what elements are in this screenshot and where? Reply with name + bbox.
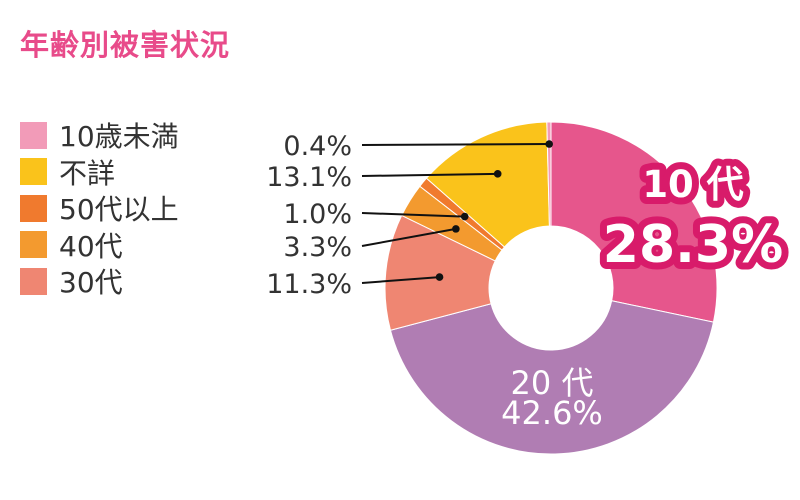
- legend: 10歳未満 不詳 50代以上 40代 30代: [20, 117, 179, 300]
- leader-line-unknown: [361, 172, 498, 177]
- callout-label-30s: 11.3%: [266, 269, 352, 300]
- legend-item-30s: 30代: [20, 263, 179, 300]
- legend-swatch-50s-plus: [20, 194, 47, 222]
- callout-label-under-10: 0.4%: [283, 131, 352, 162]
- leader-dot-under-10: [545, 140, 553, 148]
- callout-label-40s: 3.3%: [283, 232, 352, 263]
- legend-label-unknown: 不詳: [59, 156, 116, 190]
- legend-item-under-10: 10歳未満: [20, 117, 179, 154]
- inside-value-20s: 42.6%: [501, 394, 603, 432]
- legend-label-under-10: 10歳未満: [59, 120, 179, 154]
- inside-category-10s: 10 代: [642, 163, 743, 206]
- leader-line-under-10: [361, 143, 550, 146]
- slice-10s: [550, 121, 718, 323]
- callout-label-unknown: 13.1%: [266, 162, 352, 193]
- legend-item-unknown: 不詳: [20, 154, 179, 191]
- leader-line-50s-plus: [361, 212, 465, 218]
- legend-swatch-under-10: [20, 121, 47, 149]
- legend-label-40s: 40代: [59, 229, 123, 263]
- legend-label-30s: 30代: [59, 266, 123, 300]
- legend-swatch-30s: [20, 267, 47, 295]
- legend-label-50s-plus: 50代以上: [59, 193, 179, 227]
- slice-unknown: [425, 121, 550, 248]
- legend-item-50s-plus: 50代以上: [20, 190, 179, 227]
- leader-line-30s: [361, 276, 440, 284]
- leader-line-40s: [361, 227, 457, 247]
- legend-swatch-40s: [20, 231, 47, 259]
- inside-value-10s: 28.3%: [603, 215, 783, 275]
- leader-dot-50s-plus: [460, 212, 469, 221]
- inside-category-20s: 20 代: [511, 364, 594, 402]
- leader-dot-30s: [435, 273, 444, 281]
- legend-swatch-unknown: [20, 158, 47, 186]
- leader-dot-40s: [452, 225, 460, 233]
- slice-under-10: [546, 121, 552, 227]
- leader-dot-unknown: [493, 170, 502, 178]
- callout-label-50s-plus: 1.0%: [283, 199, 352, 230]
- legend-item-40s: 40代: [20, 227, 179, 264]
- slice-20s: [389, 300, 715, 455]
- chart-title: 年齢別被害状況: [20, 28, 231, 62]
